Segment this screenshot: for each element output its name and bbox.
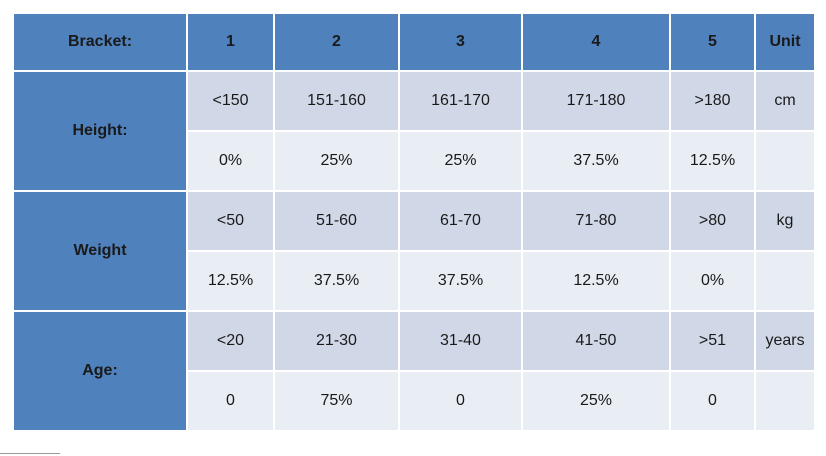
header-bracket-label: Bracket: bbox=[12, 12, 188, 72]
weight-share-cell: 37.5% bbox=[398, 250, 523, 312]
header-unit-label: Unit bbox=[754, 12, 816, 72]
header-bracket-1: 1 bbox=[186, 12, 275, 72]
age-share-row: 0 75% 0 25% 0 bbox=[13, 370, 816, 432]
row-label-height: Height: bbox=[12, 70, 188, 192]
height-range-cell: 151-160 bbox=[273, 70, 400, 132]
header-row: Bracket: 1 2 3 4 5 Unit bbox=[12, 12, 816, 72]
row-label-age: Age: bbox=[12, 310, 188, 432]
weight-unit-cell: kg bbox=[754, 190, 816, 252]
header-bracket-4: 4 bbox=[521, 12, 671, 72]
age-range-cell: <20 bbox=[186, 310, 275, 372]
age-range-cell: >51 bbox=[669, 310, 756, 372]
age-empty-unit-cell bbox=[754, 370, 816, 432]
age-share-cell: 25% bbox=[521, 370, 671, 432]
height-share-cell: 25% bbox=[398, 130, 523, 192]
age-share-cell: 0 bbox=[398, 370, 523, 432]
age-range-cell: 41-50 bbox=[521, 310, 671, 372]
height-share-cell: 0% bbox=[186, 130, 275, 192]
height-share-cell: 25% bbox=[273, 130, 400, 192]
height-share-row: 0% 25% 25% 37.5% 12.5% bbox=[13, 130, 816, 192]
height-range-cell: <150 bbox=[186, 70, 275, 132]
height-range-row: Height: <150 151-160 161-170 171-180 >18… bbox=[12, 70, 816, 192]
weight-share-cell: 12.5% bbox=[186, 250, 275, 312]
weight-range-cell: <50 bbox=[186, 190, 275, 252]
row-label-weight: Weight bbox=[12, 190, 188, 312]
age-share-cell: 75% bbox=[273, 370, 400, 432]
bracket-table: Bracket: 1 2 3 4 5 Unit Height: <150 151… bbox=[12, 12, 816, 432]
header-bracket-5: 5 bbox=[669, 12, 756, 72]
weight-empty-unit-cell bbox=[754, 250, 816, 312]
height-range-cell: >180 bbox=[669, 70, 756, 132]
weight-share-cell: 0% bbox=[669, 250, 756, 312]
weight-range-cell: >80 bbox=[669, 190, 756, 252]
header-bracket-3: 3 bbox=[398, 12, 523, 72]
age-share-cell: 0 bbox=[186, 370, 275, 432]
weight-share-cell: 37.5% bbox=[273, 250, 400, 312]
height-unit-cell: cm bbox=[754, 70, 816, 132]
weight-range-row: Weight <50 51-60 61-70 71-80 >80 kg bbox=[12, 190, 816, 312]
age-share-cell: 0 bbox=[669, 370, 756, 432]
footer-divider bbox=[0, 453, 60, 454]
height-range-cell: 171-180 bbox=[521, 70, 671, 132]
age-range-cell: 31-40 bbox=[398, 310, 523, 372]
weight-range-cell: 61-70 bbox=[398, 190, 523, 252]
height-range-cell: 161-170 bbox=[398, 70, 523, 132]
height-empty-unit-cell bbox=[754, 130, 816, 192]
weight-range-cell: 51-60 bbox=[273, 190, 400, 252]
height-share-cell: 12.5% bbox=[669, 130, 756, 192]
age-unit-cell: years bbox=[754, 310, 816, 372]
age-range-cell: 21-30 bbox=[273, 310, 400, 372]
height-share-cell: 37.5% bbox=[521, 130, 671, 192]
age-range-row: Age: <20 21-30 31-40 41-50 >51 years bbox=[12, 310, 816, 432]
header-bracket-2: 2 bbox=[273, 12, 400, 72]
weight-share-row: 12.5% 37.5% 37.5% 12.5% 0% bbox=[13, 250, 816, 312]
weight-range-cell: 71-80 bbox=[521, 190, 671, 252]
weight-share-cell: 12.5% bbox=[521, 250, 671, 312]
